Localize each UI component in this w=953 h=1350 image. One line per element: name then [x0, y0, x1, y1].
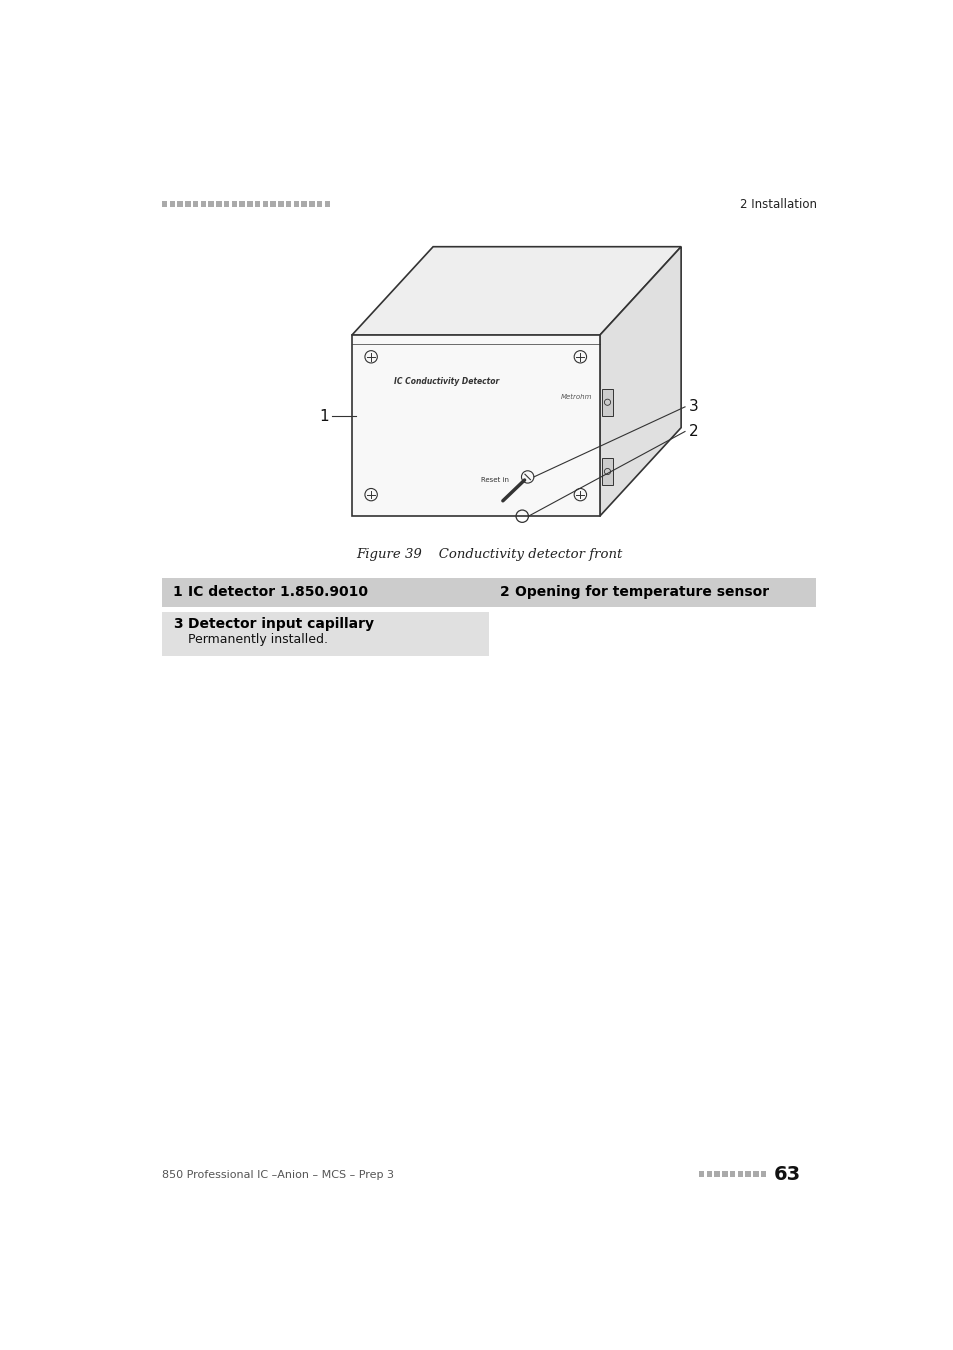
Text: 2: 2 — [688, 424, 698, 439]
Bar — [254, 201, 260, 207]
Bar — [301, 201, 307, 207]
Text: Metrohm: Metrohm — [560, 394, 592, 400]
Bar — [278, 201, 283, 207]
Text: Permanently installed.: Permanently installed. — [188, 633, 328, 645]
Text: 3: 3 — [688, 400, 698, 414]
Bar — [753, 1172, 758, 1177]
Text: 1: 1 — [318, 409, 328, 424]
Bar — [177, 201, 183, 207]
Polygon shape — [352, 335, 599, 516]
Bar — [216, 201, 221, 207]
Bar — [200, 201, 206, 207]
Text: 3: 3 — [172, 617, 182, 630]
Bar — [729, 1172, 735, 1177]
Bar — [706, 1172, 711, 1177]
Bar — [270, 201, 275, 207]
Bar — [760, 1172, 765, 1177]
Text: 2 Installation: 2 Installation — [739, 198, 816, 211]
Bar — [316, 201, 322, 207]
Bar — [239, 201, 245, 207]
Bar — [224, 201, 229, 207]
Text: 1: 1 — [172, 586, 182, 599]
Bar — [721, 1172, 727, 1177]
Text: Opening for temperature sensor: Opening for temperature sensor — [515, 586, 768, 599]
Polygon shape — [352, 247, 680, 335]
Bar — [232, 201, 236, 207]
Bar — [286, 201, 291, 207]
Polygon shape — [599, 247, 680, 516]
Bar — [170, 201, 174, 207]
Text: 2: 2 — [499, 586, 509, 599]
Bar — [601, 389, 612, 416]
Bar — [294, 201, 298, 207]
Bar — [488, 578, 815, 608]
Bar — [714, 1172, 720, 1177]
Bar — [699, 1172, 703, 1177]
Bar — [309, 201, 314, 207]
Bar — [247, 201, 253, 207]
Bar — [185, 201, 191, 207]
Bar — [208, 201, 213, 207]
Bar — [162, 578, 488, 608]
Text: IC Conductivity Detector: IC Conductivity Detector — [394, 377, 499, 386]
Text: Detector input capillary: Detector input capillary — [188, 617, 374, 630]
Bar — [162, 201, 167, 207]
Bar — [324, 201, 330, 207]
Text: 63: 63 — [773, 1165, 801, 1184]
Bar — [262, 201, 268, 207]
Text: IC detector 1.850.9010: IC detector 1.850.9010 — [188, 586, 368, 599]
Bar — [162, 612, 488, 656]
Bar — [601, 459, 612, 486]
Bar — [744, 1172, 750, 1177]
Bar — [193, 201, 198, 207]
Text: Reset in: Reset in — [480, 477, 509, 483]
Bar — [737, 1172, 742, 1177]
Text: 850 Professional IC –Anion – MCS – Prep 3: 850 Professional IC –Anion – MCS – Prep … — [162, 1169, 394, 1180]
Text: Figure 39    Conductivity detector front: Figure 39 Conductivity detector front — [355, 548, 621, 562]
